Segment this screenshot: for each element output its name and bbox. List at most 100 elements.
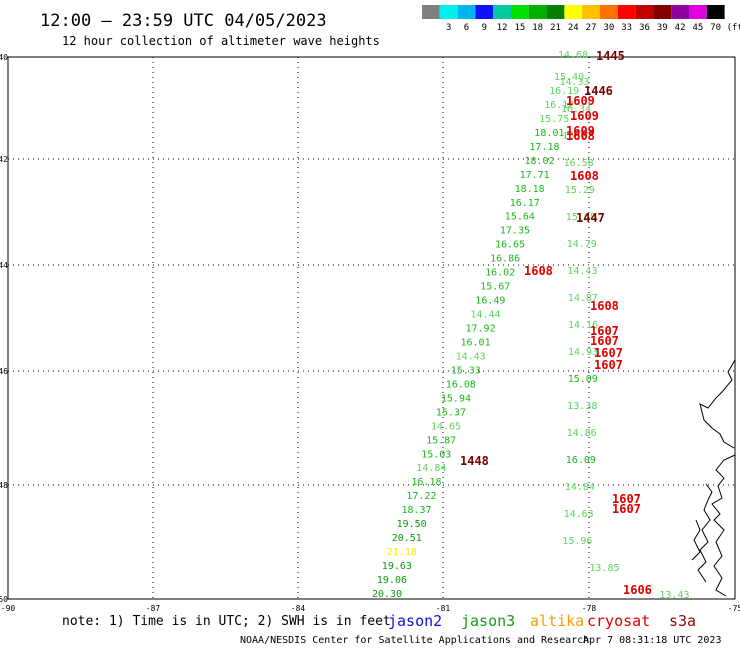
swh-value: 16.86: [490, 254, 520, 265]
lat-tick-label: -46: [0, 367, 8, 376]
time-label: 1608: [590, 299, 619, 313]
swh-value: 14.86: [567, 428, 597, 439]
scale-swatch: [582, 5, 600, 19]
swh-value: 16.18: [411, 477, 441, 488]
time-label: 1607: [612, 502, 641, 516]
scale-swatch: [706, 5, 725, 19]
time-label: 1608: [570, 169, 599, 183]
scale-swatch: [511, 5, 529, 19]
swh-value: 16.19: [549, 86, 579, 97]
scale-label: 6: [464, 23, 469, 33]
swh-value: 20.30: [372, 589, 402, 600]
scale-label: 21: [550, 23, 561, 33]
time-label: 1608: [566, 129, 595, 143]
lat-tick-label: -42: [0, 155, 8, 164]
lon-tick-label: -84: [291, 604, 306, 613]
scale-unit: (ft): [727, 23, 740, 33]
swh-value: 20.51: [392, 533, 422, 544]
time-label: 1609: [566, 124, 595, 138]
scale-swatch: [635, 5, 654, 19]
scale-label: 27: [586, 23, 597, 33]
scale-label: 3: [446, 23, 451, 33]
footnote: note: 1) Time is in UTC; 2) SWH is in fe…: [62, 614, 391, 629]
satellite-legend-s3a: s3a: [669, 612, 696, 630]
scale-swatch: [475, 5, 494, 19]
map-grid: -40 -42 -44 -46 -48 -50-90 -87 -84 -81 -78 -75: [0, 53, 740, 613]
swh-value: 15.40: [554, 72, 584, 83]
swh-value: 15.87: [426, 435, 456, 446]
swh-value: 18.37: [402, 505, 432, 516]
swh-value: 14.63: [564, 509, 594, 520]
swh-value: 16.65: [495, 240, 525, 251]
swh-value: 16.58: [564, 158, 594, 169]
time-label: 1608: [524, 264, 553, 278]
swh-value: 19.50: [397, 519, 427, 530]
scale-label: 39: [657, 23, 668, 33]
scale-swatch: [493, 5, 511, 19]
satellite-legend-jason2: jason2: [388, 612, 442, 630]
scale-swatch: [564, 5, 583, 19]
time-label: 1448: [460, 454, 489, 468]
time-label: 1607: [590, 324, 619, 338]
scale-label: 30: [603, 23, 614, 33]
scale-label: 45: [692, 23, 703, 33]
swh-value: 16.02: [485, 268, 515, 279]
time-label: 1447: [576, 211, 605, 225]
swh-value: 17.92: [466, 324, 496, 335]
time-label: 1607: [590, 334, 619, 348]
scale-label: 33: [621, 23, 632, 33]
scale-swatch: [439, 5, 458, 19]
scale-label: 42: [675, 23, 686, 33]
time-label: 1609: [570, 109, 599, 123]
time-label: 1607: [594, 346, 623, 360]
scale-label: 9: [482, 23, 487, 33]
swh-value: 16.01: [461, 338, 491, 349]
swh-value: 15.09: [568, 374, 598, 385]
swh-value: 16.12: [544, 100, 574, 111]
credit-text: NOAA/NESDIS Center for Satellite Applica…: [240, 635, 589, 646]
swh-value: 15.64: [505, 212, 535, 223]
scale-swatch: [600, 5, 618, 19]
swh-value: 16.17: [562, 131, 592, 142]
swh-value: 18.18: [515, 184, 545, 195]
swh-value: 15.94: [441, 393, 471, 404]
scale-label: 15: [514, 23, 525, 33]
satellite-legend-cryosat: cryosat: [587, 612, 650, 630]
lon-tick-label: -75: [728, 604, 740, 613]
lon-tick-label: -78: [582, 604, 597, 613]
swh-value: 17.22: [406, 491, 436, 502]
satellite-legend-altika: altika: [530, 612, 584, 630]
scale-label: 36: [639, 23, 650, 33]
page-subtitle: 12 hour collection of altimeter wave hei…: [62, 34, 380, 48]
swh-value: 16.17: [510, 198, 540, 209]
time-label: 1609: [566, 94, 595, 108]
generated-timestamp: Apr 7 08:31:18 UTC 2023: [583, 635, 721, 646]
swh-value: 17.18: [529, 142, 559, 153]
scale-swatch: [546, 5, 565, 19]
coastline: [691, 359, 736, 597]
lat-tick-label: -50: [0, 595, 8, 604]
swh-value: 19.63: [382, 561, 412, 572]
swh-value: 14.87: [568, 293, 598, 304]
lat-tick-label: -44: [0, 261, 8, 270]
scale-swatch: [689, 5, 707, 19]
scale-label: 24: [568, 23, 579, 33]
time-label: 1606: [623, 583, 652, 597]
swh-value: 16.34: [561, 104, 591, 115]
time-label: 1607: [612, 492, 641, 506]
scale-label: 12: [497, 23, 508, 33]
satellite-legend: jason2 jason3 altika cryosat s3a: [388, 612, 696, 630]
swh-value: 15.75: [539, 114, 569, 125]
scale-swatch: [528, 5, 547, 19]
swh-value: 13.43: [659, 590, 689, 601]
swh-value: 21.18: [387, 547, 417, 558]
swh-value: 14.84: [565, 482, 595, 493]
time-label: 1445: [596, 49, 625, 63]
lon-tick-label: -87: [146, 604, 161, 613]
page-title: 12:00 – 23:59 UTC 04/05/2023: [40, 11, 327, 31]
scale-swatch: [422, 5, 440, 19]
swh-value: 16.09: [566, 455, 596, 466]
scale-label: 18: [532, 23, 543, 33]
swh-value: 13.38: [567, 401, 597, 412]
swh-value: 14.33: [560, 77, 590, 88]
